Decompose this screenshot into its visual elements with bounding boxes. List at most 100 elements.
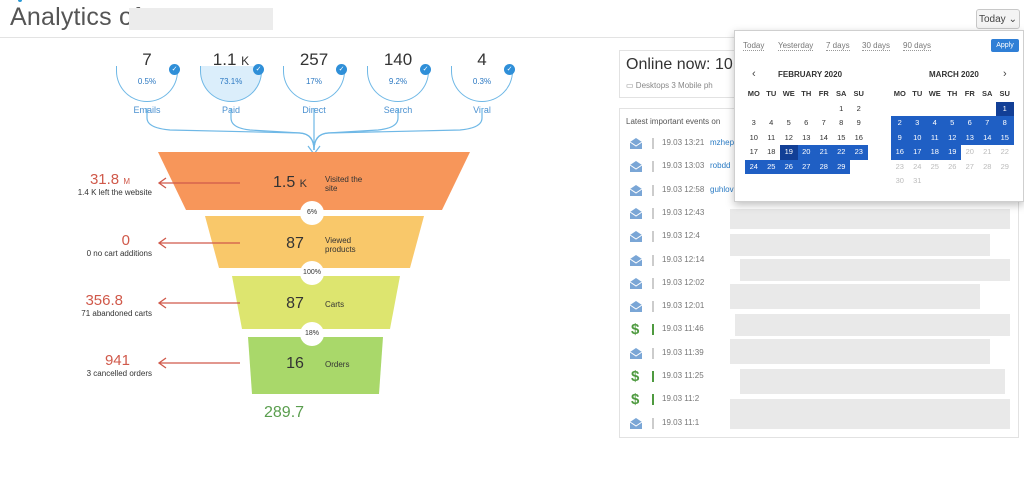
calendar-day[interactable]: 31 (913, 176, 922, 185)
event-row[interactable]: 19.03 13:21 mzhep (620, 132, 1018, 155)
calendar-day[interactable]: 28 (983, 161, 992, 171)
calendar-day[interactable]: 24 (913, 161, 922, 171)
loss-description: 0 no cart additions (86, 249, 152, 258)
event-row[interactable]: 19.03 12:43 (620, 202, 1018, 225)
source-count: 1.1 K (212, 50, 250, 69)
calendar-day[interactable]: 15 (837, 132, 846, 142)
event-row[interactable]: $19.03 11:46 (620, 318, 1018, 341)
calendar-day[interactable]: 8 (996, 116, 1014, 131)
arrow-left-icon (157, 177, 240, 189)
calendar-day[interactable]: 1 (839, 103, 844, 113)
preset-90-days[interactable]: 90 days (903, 41, 932, 51)
calendar-day[interactable]: 5 (943, 116, 961, 131)
calendar-day[interactable]: 6 (961, 116, 979, 131)
event-row[interactable]: 19.03 12:58 guhlov (620, 179, 1018, 202)
calendar-day[interactable]: 30 (895, 176, 904, 185)
calendar-day[interactable]: 17 (908, 145, 926, 160)
event-row[interactable]: 19.03 12:4 (620, 225, 1018, 248)
calendar-day[interactable]: 22 (832, 145, 850, 160)
calendar-day[interactable]: 4 (926, 116, 944, 131)
calendar-day[interactable]: 27 (965, 161, 974, 171)
calendar-day[interactable]: 5 (786, 118, 791, 127)
calendar-day[interactable]: 13 (961, 130, 979, 145)
calendar-day[interactable]: 26 (948, 161, 957, 171)
preset-yesterday[interactable]: Yesterday (778, 41, 814, 51)
calendar-day[interactable]: 12 (784, 132, 793, 142)
calendar-day[interactable]: 14 (819, 132, 828, 142)
calendar-day[interactable]: 24 (745, 159, 763, 174)
calendar-day[interactable]: 12 (943, 130, 961, 145)
calendar-empty (996, 174, 1014, 189)
event-user-link[interactable]: guhlov (710, 184, 734, 194)
calendar-day[interactable]: 20 (965, 147, 974, 156)
event-row[interactable]: 19.03 12:14 (620, 249, 1018, 272)
event-time: 19.03 12:58 (662, 184, 705, 194)
calendar-day[interactable]: 11 (767, 132, 776, 142)
calendar-day[interactable]: 28 (815, 159, 833, 174)
event-user-link[interactable]: robdd (710, 161, 731, 171)
calendar-day[interactable]: 16 (891, 145, 909, 160)
calendar-day[interactable]: 17 (749, 147, 758, 156)
calendar-day[interactable]: 6 (804, 118, 809, 127)
mail-open-icon (629, 417, 643, 429)
calendar-day[interactable]: 14 (978, 130, 996, 145)
calendar-day[interactable]: 18 (926, 145, 944, 160)
preset-today[interactable]: Today (743, 41, 765, 51)
calendar-day[interactable]: 9 (891, 130, 909, 145)
calendar-day[interactable]: 21 (983, 147, 992, 156)
calendar-day[interactable]: 19 (943, 145, 961, 160)
calendar-day[interactable]: 23 (850, 145, 868, 160)
month-title-feb: FEBRUARY 2020 (778, 70, 843, 79)
next-month-icon[interactable]: › (1003, 68, 1007, 80)
event-row[interactable]: 19.03 11:1 (620, 412, 1018, 435)
calendar-day[interactable]: 27 (797, 159, 815, 174)
calendar-day[interactable]: 29 (832, 159, 850, 174)
calendar-day[interactable]: 9 (856, 118, 861, 127)
event-user-link[interactable]: mzhep (710, 138, 735, 147)
calendar-day[interactable]: 25 (762, 159, 780, 174)
calendar-day[interactable]: 13 (802, 132, 811, 142)
prev-month-icon[interactable]: ‹ (752, 68, 756, 80)
calendar-day[interactable]: 19 (780, 145, 798, 160)
event-row[interactable]: 19.03 12:02 (620, 272, 1018, 295)
event-row[interactable]: 19.03 12:01 (620, 295, 1018, 318)
funnel-stage-viewed (205, 216, 424, 268)
calendar-day[interactable]: 23 (895, 161, 904, 171)
calendar-day[interactable]: 10 (749, 132, 758, 142)
calendar-day[interactable]: 2 (891, 116, 909, 131)
calendar-day[interactable]: 22 (1000, 147, 1009, 156)
apply-button[interactable]: Apply (991, 39, 1019, 52)
event-time: 19.03 11:1 (662, 417, 700, 427)
event-row[interactable]: $19.03 11:25 (620, 365, 1018, 388)
calendar-day[interactable]: 21 (815, 145, 833, 160)
calendar-day[interactable]: 15 (996, 130, 1014, 145)
calendar-day[interactable]: 10 (908, 130, 926, 145)
calendar-day[interactable]: 3 (908, 116, 926, 131)
calendar-day[interactable]: 16 (854, 132, 863, 142)
calendar-week: 9 10 11 12 13 14 15 (891, 130, 1014, 145)
event-row[interactable]: 19.03 11:39 (620, 342, 1018, 365)
calendar-day[interactable]: 1 (996, 101, 1014, 116)
calendar-day[interactable]: 7 (978, 116, 996, 131)
event-row[interactable]: $19.03 11:2 (620, 388, 1018, 411)
event-time: 19.03 11:2 (662, 394, 700, 404)
calendar-day[interactable]: 8 (839, 118, 844, 127)
event-row[interactable]: 19.03 13:03 robdd (620, 155, 1018, 178)
connector-search (313, 108, 399, 151)
calendar-day[interactable]: 26 (780, 159, 798, 174)
preset-30-days[interactable]: 30 days (862, 41, 891, 51)
preset-7-days[interactable]: 7 days (826, 41, 850, 51)
calendar-day[interactable]: 25 (930, 161, 939, 171)
calendar-day[interactable]: 3 (751, 118, 756, 127)
date-range-button[interactable]: Today ⌄ (976, 9, 1020, 29)
redacted-content (730, 284, 980, 309)
calendar-day[interactable]: 20 (797, 145, 815, 160)
calendar-day[interactable]: 18 (767, 147, 776, 156)
calendar-day[interactable]: 4 (769, 118, 774, 127)
calendar-empty (979, 102, 997, 117)
calendar-day[interactable]: 2 (856, 103, 861, 113)
calendar-day[interactable]: 11 (926, 130, 944, 145)
calendar-day[interactable]: 29 (1000, 161, 1009, 171)
calendar-day[interactable]: 7 (821, 118, 826, 127)
arrow-left-icon (157, 297, 240, 309)
